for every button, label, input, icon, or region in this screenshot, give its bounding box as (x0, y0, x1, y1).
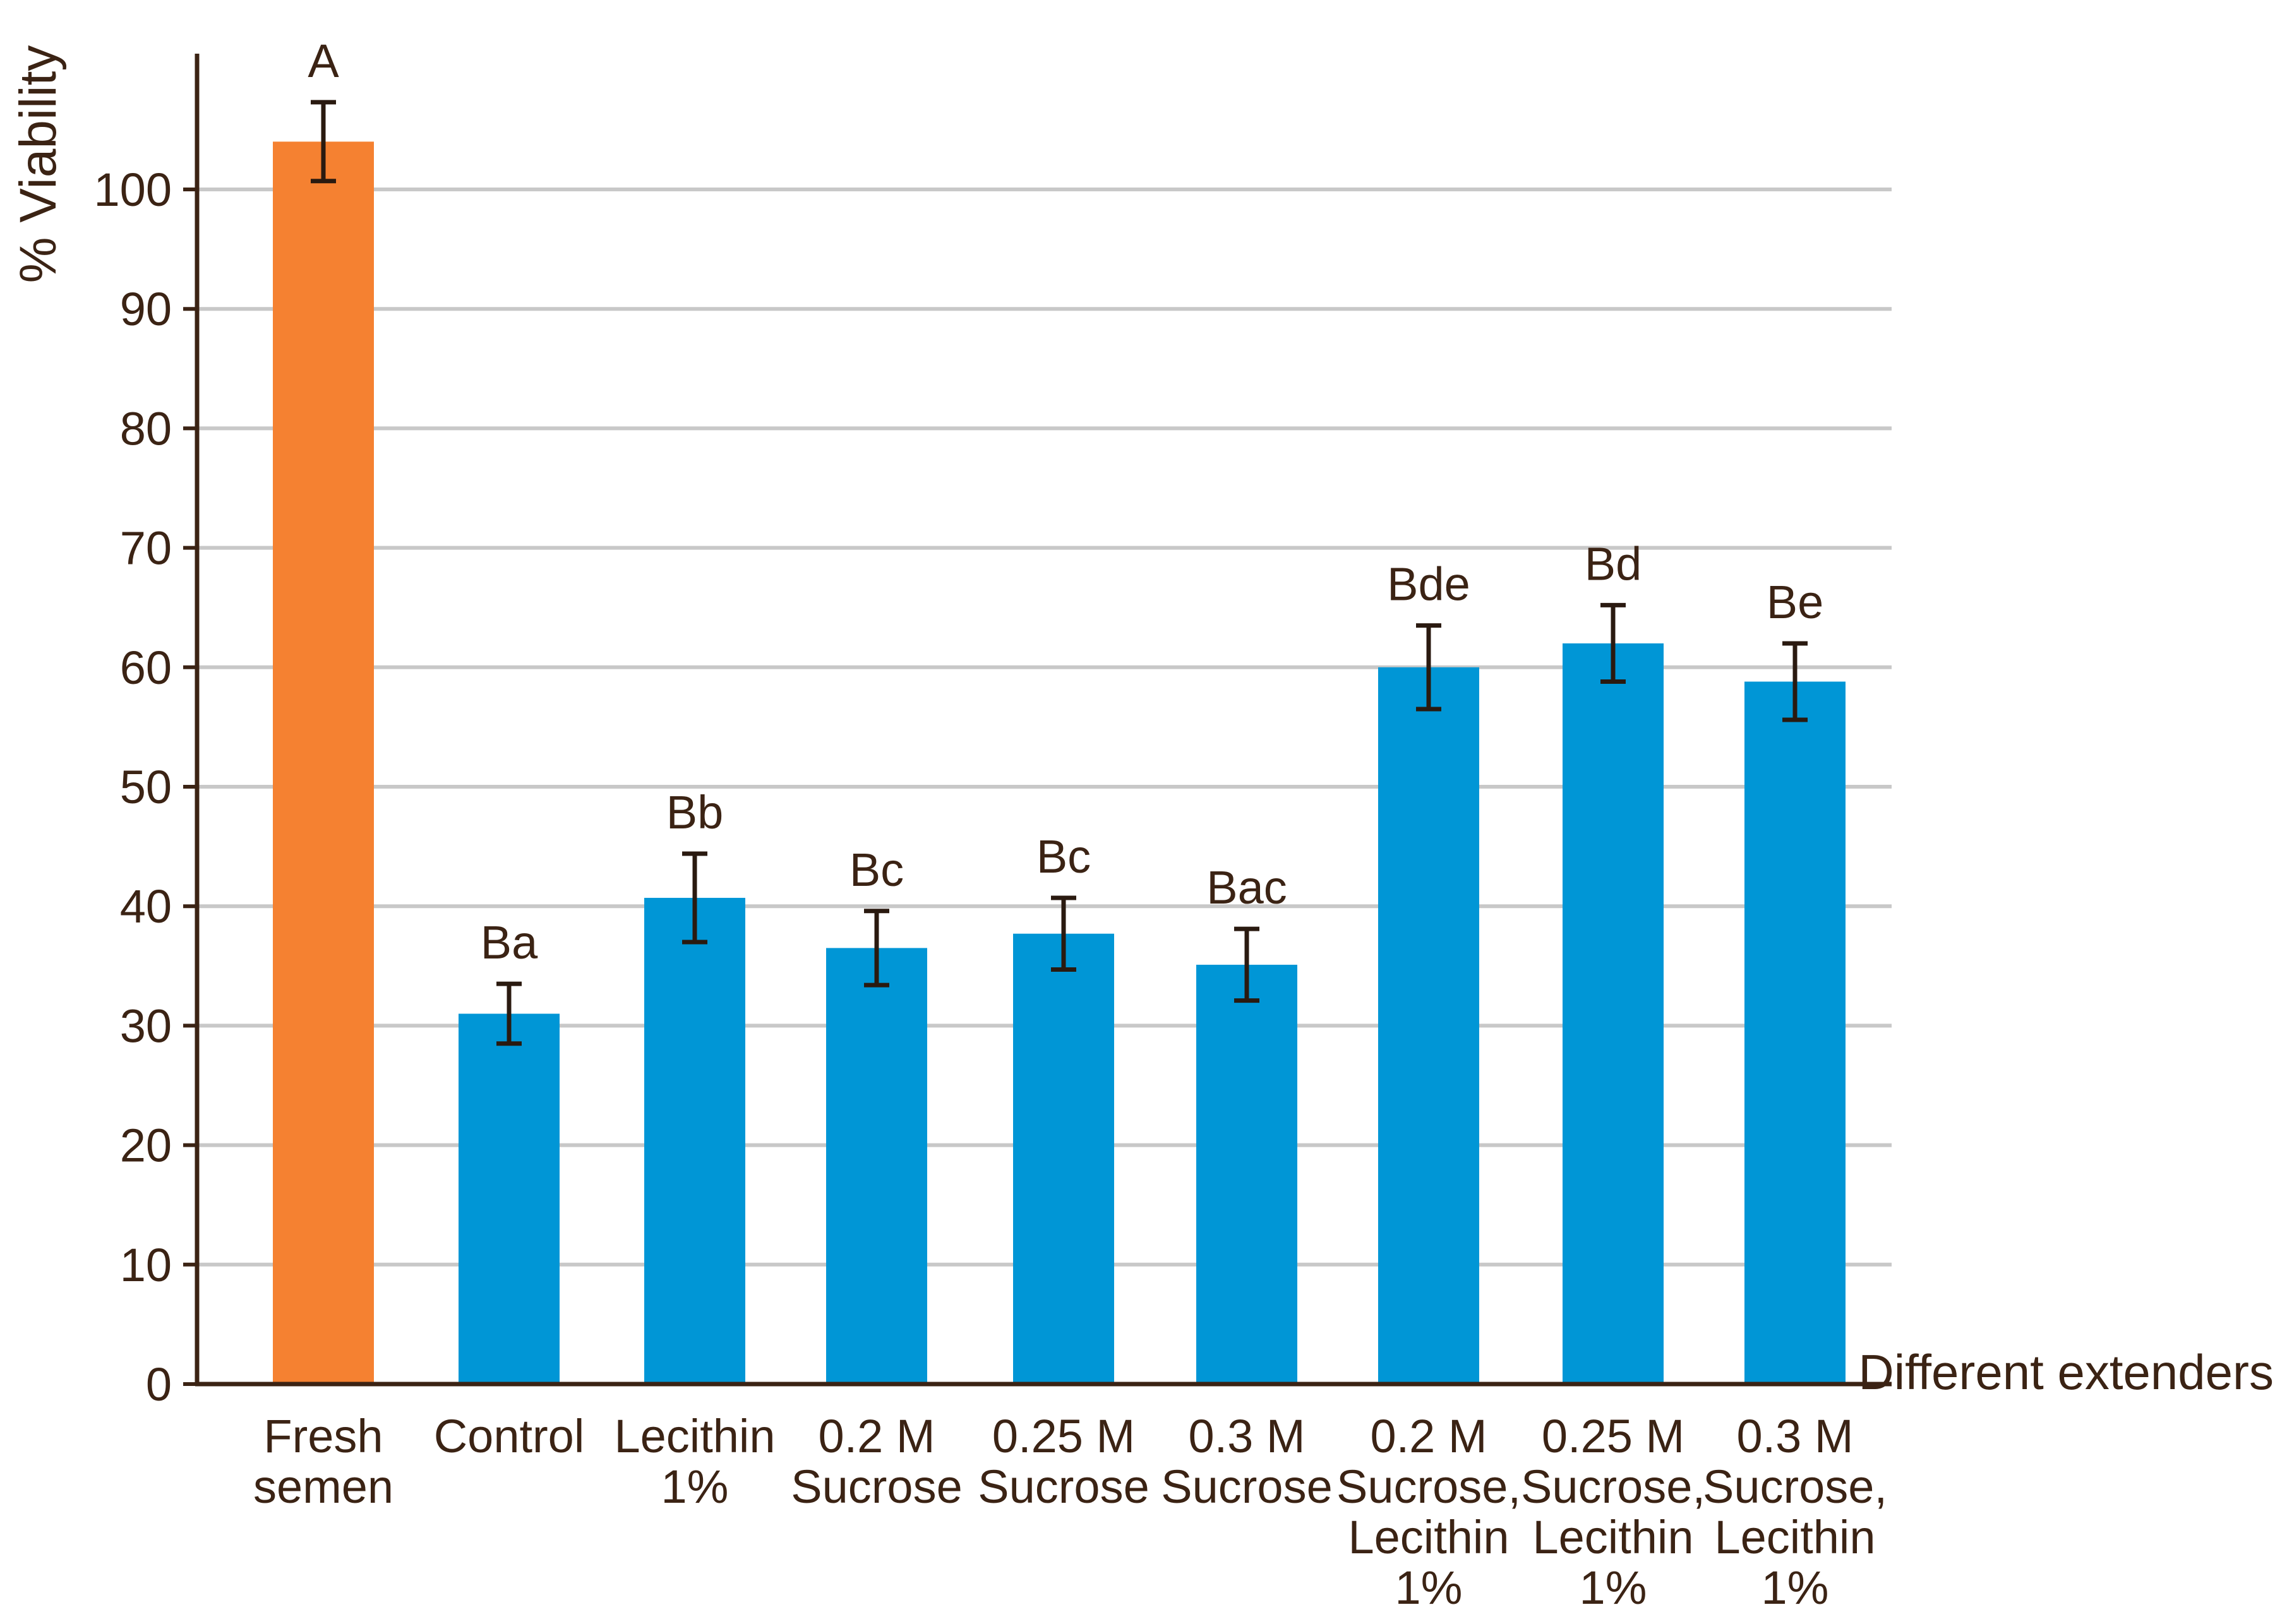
x-category-label-line: Sucrose (791, 1460, 962, 1513)
y-tick-label: 80 (120, 402, 172, 455)
x-category-label-line: Sucrose, (1521, 1460, 1705, 1513)
x-category-label-line: 1% (1762, 1561, 1829, 1614)
y-tick-label: 90 (120, 283, 172, 335)
bar (459, 1013, 560, 1384)
bar (1744, 681, 1846, 1384)
x-category-label: 0.2 M Sucrose, Lecithin 1% (1336, 1410, 1521, 1614)
x-category-label-line: Lecithin (1348, 1511, 1509, 1563)
y-axis-title: % Viability (9, 45, 67, 284)
x-category-label-line: 1% (1580, 1561, 1647, 1614)
x-category-label-line: Sucrose, (1336, 1460, 1521, 1513)
y-tick-label: 20 (120, 1119, 172, 1172)
x-category-label-line: 0.3 M (1736, 1410, 1853, 1462)
x-category-label-line: 0.25 M (992, 1410, 1135, 1462)
significance-label: Ba (481, 916, 538, 969)
y-tick-label: 10 (120, 1239, 172, 1291)
x-category-label: 0.2 M Sucrose (791, 1410, 962, 1513)
bar (1013, 933, 1114, 1384)
bars (273, 100, 1846, 1385)
y-tick-label: 40 (120, 880, 172, 933)
error-bar (1600, 602, 1626, 684)
x-category-label-line: Sucrose (1161, 1460, 1332, 1513)
x-category-label: Lecithin 1% (614, 1410, 775, 1513)
x-category-label: Control (434, 1410, 585, 1462)
significance-label: Bb (666, 786, 724, 839)
error-bar (682, 851, 707, 945)
x-category-label-line: semen (253, 1460, 393, 1513)
bar (1378, 667, 1479, 1384)
error-bar (496, 981, 522, 1046)
bar (644, 897, 745, 1384)
significance-label: Bc (1036, 830, 1091, 883)
significance-label: Bde (1387, 558, 1470, 611)
error-bar (1782, 641, 1808, 722)
error-bar (864, 909, 889, 988)
x-category-label: 0.25 M Sucrose (978, 1410, 1149, 1513)
significance-label: Bc (849, 844, 904, 896)
x-category-label-line: Fresh (263, 1410, 383, 1462)
x-category-label-line: 0.2 M (1370, 1410, 1487, 1462)
significance-label: Bd (1585, 537, 1642, 590)
y-tick-label: 70 (120, 522, 172, 575)
x-category-label: 0.3 M Sucrose (1161, 1410, 1332, 1513)
significance-label: Bac (1206, 861, 1287, 914)
y-tick-label: 0 (146, 1358, 172, 1411)
x-category-label: Fresh semen (253, 1410, 393, 1513)
x-category-label-line: Lecithin (614, 1410, 775, 1462)
bar (273, 141, 374, 1384)
bar (1563, 643, 1664, 1385)
error-bar (1416, 623, 1441, 712)
x-category-label-line: Sucrose (978, 1460, 1149, 1513)
bar (826, 948, 927, 1384)
x-category-label: 0.25 M Sucrose, Lecithin 1% (1521, 1410, 1705, 1614)
x-category-label-line: Control (434, 1410, 585, 1462)
x-category-label: 0.3 M Sucrose, Lecithin 1% (1703, 1410, 1887, 1614)
x-axis-title: Different extenders (1858, 1344, 2274, 1400)
axes (183, 54, 1892, 1387)
x-category-label-line: Lecithin (1532, 1511, 1693, 1563)
error-bar (311, 100, 336, 184)
bar (1196, 964, 1297, 1384)
error-bar (1051, 895, 1076, 972)
significance-label: A (308, 35, 339, 87)
x-category-label-line: 1% (1395, 1561, 1463, 1614)
x-category-label-line: Lecithin (1714, 1511, 1875, 1563)
y-tick-label: 30 (120, 1000, 172, 1052)
y-tick-label: 60 (120, 642, 172, 694)
x-category-label-line: 0.25 M (1542, 1410, 1684, 1462)
x-category-label-line: 1% (661, 1460, 729, 1513)
error-bar (1234, 926, 1259, 1003)
x-category-label-line: 0.3 M (1188, 1410, 1305, 1462)
x-category-label-line: Sucrose, (1703, 1460, 1887, 1513)
x-category-label-line: 0.2 M (818, 1410, 935, 1462)
significance-label: Be (1767, 576, 1824, 628)
labels: 0 10 20 30 40 50 60 70 80 90 100 A Fresh semen Ba Contr… (94, 35, 1887, 1614)
y-tick-label: 100 (94, 164, 172, 216)
y-tick-label: 50 (120, 761, 172, 813)
